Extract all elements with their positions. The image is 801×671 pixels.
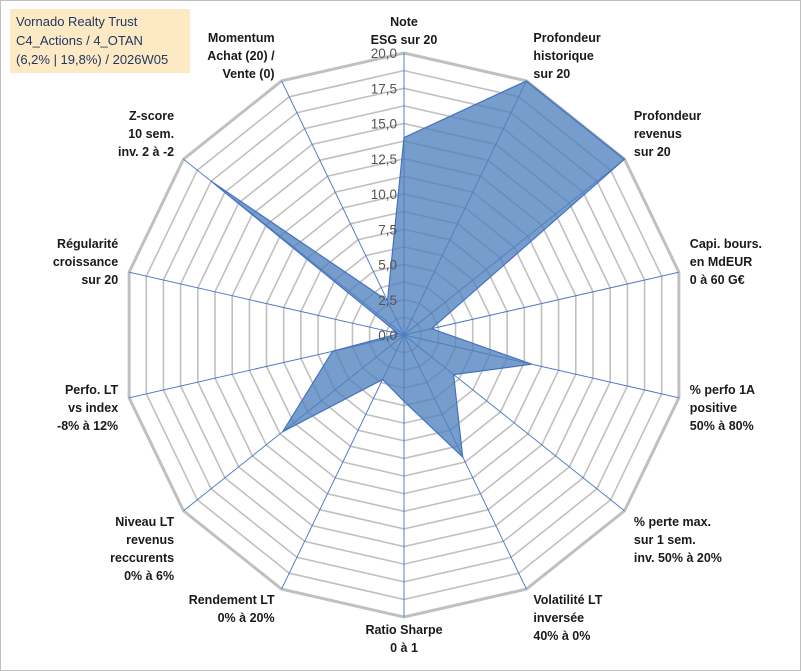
axis-label-10: Niveau LT revenus reccurents 0% à 6%	[110, 515, 174, 583]
axis-label-5: % perfo 1A positive 50% à 80%	[690, 383, 755, 433]
tick-label: 7,5	[378, 222, 397, 237]
axis-label-line: Achat (20) /	[207, 49, 275, 63]
axis-label-line: revenus	[634, 127, 682, 141]
axis-label-line: 0% à 6%	[124, 569, 174, 583]
axis-label-line: reccurents	[110, 551, 174, 565]
axis-label-line: 40% à 0%	[533, 629, 590, 643]
axis-label-line: sur 20	[81, 273, 118, 287]
axis-label-line: inv. 50% à 20%	[634, 551, 722, 565]
axis-label-line: positive	[690, 401, 737, 415]
chart-title-box: Vornado Realty Trust C4_Actions / 4_OTAN…	[10, 9, 190, 73]
axis-label-line: historique	[533, 49, 593, 63]
axis-label-line: Profondeur	[634, 109, 701, 123]
tick-label: 17,5	[371, 81, 397, 96]
spoke-line	[281, 80, 405, 336]
axis-label-line: ESG sur 20	[371, 33, 438, 47]
title-line-3: (6,2% | 19,8%) / 2026W05	[16, 52, 169, 67]
axis-label-3: Profondeur revenus sur 20	[634, 109, 701, 159]
axis-label-line: croissance	[53, 255, 118, 269]
axis-label-line: sur 1 sem.	[634, 533, 696, 547]
axis-label-13: Z-score 10 sem. inv. 2 à -2	[118, 109, 174, 159]
axis-label-12: Régularité croissance sur 20	[53, 237, 118, 287]
axis-label-4: Capi. bours. en MdEUR 0 à 60 G€	[690, 237, 762, 287]
axis-label-8: Ratio Sharpe 0 à 1	[365, 623, 442, 655]
axis-label-line: inv. 2 à -2	[118, 145, 174, 159]
axis-label-line: inversée	[533, 611, 584, 625]
tick-label: 0,0	[378, 328, 397, 343]
axis-label-line: sur 20	[634, 145, 671, 159]
tick-label: 5,0	[378, 258, 397, 273]
axis-label-line: Momentum	[208, 31, 275, 45]
tick-label: 10,0	[371, 187, 397, 202]
axis-label-6: % perte max. sur 1 sem. inv. 50% à 20%	[634, 515, 722, 565]
axis-label-line: Ratio Sharpe	[365, 623, 442, 637]
spoke-line	[128, 271, 405, 336]
axis-label-line: sur 20	[533, 67, 570, 81]
axis-label-line: revenus	[126, 533, 174, 547]
axis-label-line: Profondeur	[533, 31, 600, 45]
tick-label: 15,0	[371, 117, 397, 132]
axis-label-line: Capi. bours.	[690, 237, 762, 251]
axis-label-7: Volatilité LT inversée 40% à 0%	[533, 593, 602, 643]
tick-label: 20,0	[371, 46, 397, 61]
axis-label-line: % perte max.	[634, 515, 711, 529]
axis-label-line: en MdEUR	[690, 255, 753, 269]
axis-label-line: Vente (0)	[222, 67, 274, 81]
title-line-1: Vornado Realty Trust	[16, 14, 138, 29]
axis-label-line: Z-score	[129, 109, 174, 123]
tick-label: 2,5	[378, 293, 397, 308]
title-line-2: C4_Actions / 4_OTAN	[16, 33, 143, 48]
axis-label-line: vs index	[68, 401, 118, 415]
axis-label-line: Niveau LT	[115, 515, 174, 529]
axis-label-line: 0 à 1	[390, 641, 418, 655]
axis-label-1: Note ESG sur 20	[371, 15, 438, 47]
axis-label-line: Perfo. LT	[65, 383, 119, 397]
tick-label: 12,5	[371, 152, 397, 167]
axis-label-2: Profondeur historique sur 20	[533, 31, 600, 81]
axis-label-line: -8% à 12%	[57, 419, 118, 433]
axis-label-11: Perfo. LT vs index -8% à 12%	[57, 383, 119, 433]
axis-label-line: Volatilité LT	[533, 593, 602, 607]
axis-label-line: 10 sem.	[128, 127, 174, 141]
axis-label-14: Momentum Achat (20) / Vente (0)	[207, 31, 275, 81]
axis-label-line: % perfo 1A	[690, 383, 755, 397]
axis-label-line: Régularité	[57, 237, 118, 251]
axis-label-line: 50% à 80%	[690, 419, 754, 433]
spoke-line	[403, 271, 680, 336]
axis-label-line: Note	[390, 15, 418, 29]
axis-label-line: Rendement LT	[189, 593, 275, 607]
axis-label-9: Rendement LT 0% à 20%	[189, 593, 275, 625]
axis-label-line: 0% à 20%	[218, 611, 275, 625]
axis-label-line: 0 à 60 G€	[690, 273, 745, 287]
